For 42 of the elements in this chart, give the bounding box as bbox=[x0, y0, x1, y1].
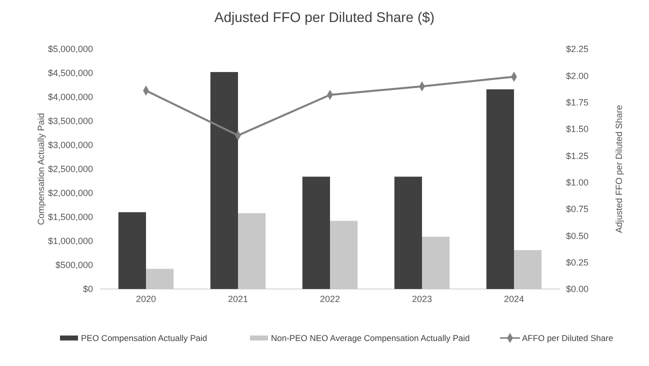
y2-axis-title: Adjusted FFO per Diluted Share bbox=[614, 104, 624, 234]
bar bbox=[330, 220, 358, 289]
bar bbox=[210, 72, 238, 289]
y-tick-label: $2,500,000 bbox=[48, 164, 93, 174]
x-tick-label: 2024 bbox=[504, 294, 524, 304]
legend-label: Non-PEO NEO Average Compensation Actually Paid bbox=[271, 332, 470, 343]
bar bbox=[238, 213, 266, 289]
x-tick-label: 2022 bbox=[320, 294, 340, 304]
x-tick-label: 2023 bbox=[412, 294, 432, 304]
y2-tick-label: $2.00 bbox=[566, 70, 589, 81]
x-tick-label: 2021 bbox=[228, 294, 248, 304]
y-tick-label: $4,000,000 bbox=[48, 92, 93, 102]
y2-tick-label: $0.25 bbox=[566, 257, 589, 268]
bar bbox=[118, 212, 146, 289]
bar bbox=[486, 89, 514, 289]
bar bbox=[422, 236, 450, 289]
y-tick-label: $4,500,000 bbox=[48, 68, 93, 78]
y2-tick-label: $1.00 bbox=[566, 177, 589, 188]
bar bbox=[514, 250, 542, 289]
y2-tick-label: $1.25 bbox=[566, 150, 589, 161]
bar bbox=[302, 176, 330, 289]
y-axis-title: Compensation Actually Paid bbox=[36, 112, 46, 226]
bar bbox=[394, 176, 422, 289]
y2-tick-label: $1.50 bbox=[566, 124, 589, 134]
y2-tick-label: $1.75 bbox=[566, 97, 589, 108]
chart-title: Adjusted FFO per Diluted Share ($) bbox=[214, 9, 435, 25]
y-tick-label: $500,000 bbox=[55, 260, 93, 270]
y2-tick-label: $2.25 bbox=[566, 44, 589, 54]
y-tick-label: $3,500,000 bbox=[48, 116, 93, 126]
y-tick-label: $5,000,000 bbox=[48, 44, 93, 54]
y-tick-label: $1,500,000 bbox=[48, 212, 93, 222]
legend-label: AFFO per Diluted Share bbox=[522, 332, 614, 343]
y-tick-label: $2,000,000 bbox=[48, 188, 93, 198]
y2-tick-label: $0.50 bbox=[566, 230, 589, 241]
y2-tick-label: $0.75 bbox=[566, 204, 589, 214]
x-tick-label: 2020 bbox=[136, 294, 156, 304]
y-tick-label: $0 bbox=[82, 284, 93, 294]
y2-tick-label: $0.00 bbox=[566, 284, 589, 294]
y-tick-label: $1,000,000 bbox=[48, 236, 93, 246]
bar bbox=[146, 268, 174, 289]
legend-label: PEO Compensation Actually Paid bbox=[81, 332, 208, 343]
y-tick-label: $3,000,000 bbox=[48, 140, 93, 150]
